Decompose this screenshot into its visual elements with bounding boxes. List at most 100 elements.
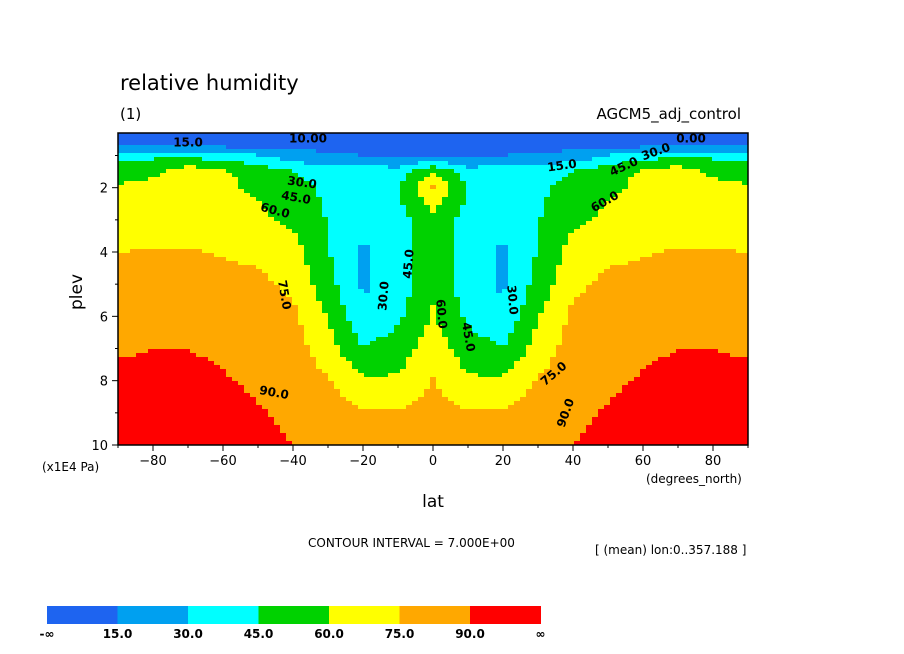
field-cell [340, 321, 347, 326]
field-cell [718, 169, 725, 174]
field-cell [160, 153, 167, 158]
field-cell [436, 217, 443, 222]
field-cell [214, 145, 221, 150]
field-cell [694, 165, 701, 170]
field-cell [268, 145, 275, 150]
field-cell [712, 209, 719, 214]
field-cell [676, 241, 683, 246]
field-cell [202, 217, 209, 222]
field-cell [526, 221, 533, 226]
field-cell [328, 269, 335, 274]
field-cell [358, 309, 365, 314]
field-cell [490, 177, 497, 182]
field-cell [682, 181, 689, 186]
field-cell [556, 225, 563, 230]
field-cell [292, 233, 299, 238]
field-cell [124, 209, 131, 214]
field-cell [388, 245, 395, 250]
field-cell [448, 189, 455, 194]
field-cell [298, 209, 305, 214]
field-cell [652, 225, 659, 230]
field-cell [502, 273, 509, 278]
field-cell [256, 277, 263, 282]
field-cell [706, 133, 713, 138]
field-cell [568, 253, 575, 258]
field-cell [676, 169, 683, 174]
field-cell [142, 301, 149, 306]
field-cell [250, 197, 257, 202]
field-cell [574, 265, 581, 270]
field-cell [580, 313, 587, 318]
field-cell [340, 217, 347, 222]
field-cell [586, 209, 593, 214]
field-cell [244, 169, 251, 174]
field-cell [280, 285, 287, 290]
field-cell [730, 145, 737, 150]
field-cell [448, 261, 455, 266]
field-cell [202, 257, 209, 262]
field-cell [694, 169, 701, 174]
field-cell [334, 165, 341, 170]
field-cell [466, 173, 473, 178]
field-cell [184, 273, 191, 278]
field-cell [484, 169, 491, 174]
field-cell [166, 173, 173, 178]
field-cell [424, 253, 431, 258]
field-cell [388, 229, 395, 234]
field-cell [742, 161, 749, 166]
field-cell [688, 193, 695, 198]
field-cell [478, 229, 485, 234]
field-cell [658, 229, 665, 234]
field-cell [436, 145, 443, 150]
field-cell [502, 217, 509, 222]
field-cell [550, 217, 557, 222]
field-cell [358, 317, 365, 322]
field-cell [706, 261, 713, 266]
field-cell [124, 237, 131, 242]
field-cell [472, 209, 479, 214]
field-cell [580, 161, 587, 166]
field-cell [694, 285, 701, 290]
field-cell [664, 261, 671, 266]
field-cell [526, 237, 533, 242]
field-cell [490, 133, 497, 138]
field-cell [724, 153, 731, 158]
field-cell [316, 305, 323, 310]
field-cell [178, 201, 185, 206]
field-cell [124, 289, 131, 294]
field-cell [130, 193, 137, 198]
field-cell [526, 225, 533, 230]
field-cell [712, 137, 719, 142]
field-cell [184, 169, 191, 174]
field-cell [346, 137, 353, 142]
field-cell [250, 301, 257, 306]
field-cell [490, 233, 497, 238]
field-cell [640, 193, 647, 198]
field-cell [550, 153, 557, 158]
field-cell [592, 141, 599, 146]
field-cell [622, 233, 629, 238]
field-cell [532, 301, 539, 306]
field-cell [400, 165, 407, 170]
field-cell [508, 229, 515, 234]
field-cell [274, 285, 281, 290]
field-cell [460, 281, 467, 286]
field-cell [310, 217, 317, 222]
field-cell [340, 229, 347, 234]
field-cell [406, 197, 413, 202]
field-cell [550, 221, 557, 226]
field-cell [562, 161, 569, 166]
field-cell [274, 157, 281, 162]
field-cell [118, 257, 125, 262]
field-cell [484, 221, 491, 226]
field-cell [244, 241, 251, 246]
field-cell [280, 317, 287, 322]
field-cell [580, 237, 587, 242]
field-cell [502, 225, 509, 230]
field-cell [256, 317, 263, 322]
field-cell [250, 201, 257, 206]
field-cell [118, 209, 125, 214]
field-cell [670, 245, 677, 250]
field-cell [730, 165, 737, 170]
field-cell [424, 297, 431, 302]
